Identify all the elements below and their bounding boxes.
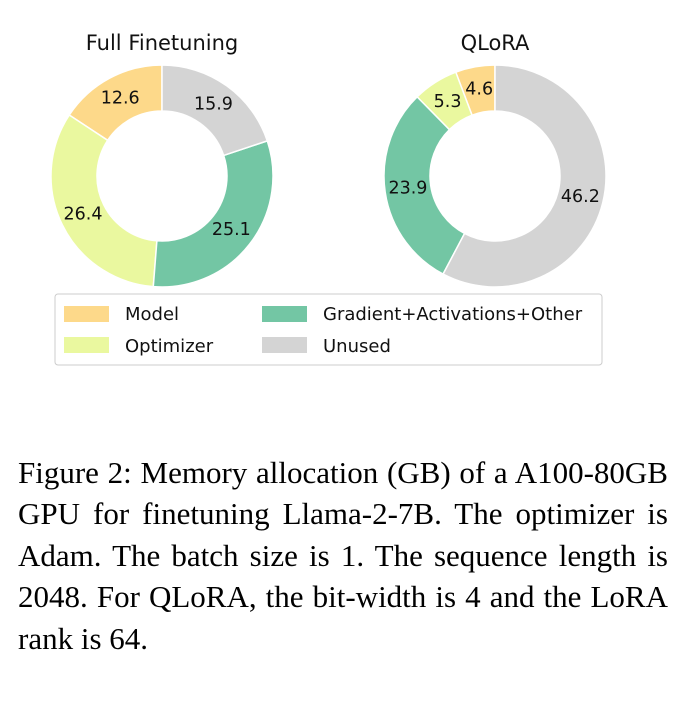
donut-slice-qlora-gradient-activations-other	[383, 95, 466, 276]
slice-label-full-finetuning-unused: 15.9	[194, 95, 233, 115]
chart-title-full-finetuning: Full Finetuning	[86, 31, 239, 55]
donut-slice-full-finetuning-gradient-activations-other	[152, 139, 274, 288]
slice-label-qlora-model: 4.6	[465, 79, 493, 99]
slice-label-full-finetuning-optimizer: 26.4	[63, 205, 102, 225]
donut-chart-qlora: 4.65.3 23.9 46.2	[383, 64, 607, 288]
legend-label-model: Model	[125, 304, 179, 325]
slice-label-qlora-gradient-activations-other: 23.9	[388, 179, 427, 199]
legend-label-unused: Unused	[323, 336, 391, 357]
legend: Model Optimizer Gradient+Activations+Oth…	[54, 293, 603, 366]
legend-entry-gradient-activations-other: Gradient+Activations+Other	[262, 304, 583, 325]
legend-swatch-unused	[262, 337, 307, 353]
figure-caption: Figure 2: Memory allocation (GB) of a A1…	[18, 455, 668, 656]
donut-slice-full-finetuning-optimizer	[50, 114, 158, 288]
chart-title-qlora: QLoRA	[461, 31, 530, 55]
donut-slice-full-finetuning-unused	[161, 64, 269, 157]
legend-swatch-optimizer	[64, 337, 109, 353]
slice-label-full-finetuning-model: 12.6	[101, 89, 140, 109]
legend-entry-unused: Unused	[262, 336, 391, 357]
legend-label-gradient-activations-other: Gradient+Activations+Other	[323, 304, 583, 325]
legend-entry-model: Model	[64, 304, 179, 325]
slice-label-qlora-optimizer: 5.3	[434, 92, 462, 112]
legend-label-optimizer: Optimizer	[125, 336, 214, 357]
legend-frame	[54, 293, 603, 366]
memory-allocation-figure: Full Finetuning 12.6 26.4 25.1 15.9 QLoRA 4…	[50, 31, 607, 366]
legend-swatch-gradient-activations-other	[262, 306, 307, 322]
legend-swatch-model	[64, 306, 109, 322]
slice-label-full-finetuning-gradient-activations-other: 25.1	[212, 220, 251, 240]
slice-label-qlora-unused: 46.2	[561, 187, 600, 207]
legend-entry-optimizer: Optimizer	[64, 336, 214, 357]
donut-chart-full-finetuning: 12.6 26.4 25.1 15.9	[50, 64, 274, 288]
donut-slice-qlora-unused	[442, 64, 607, 288]
